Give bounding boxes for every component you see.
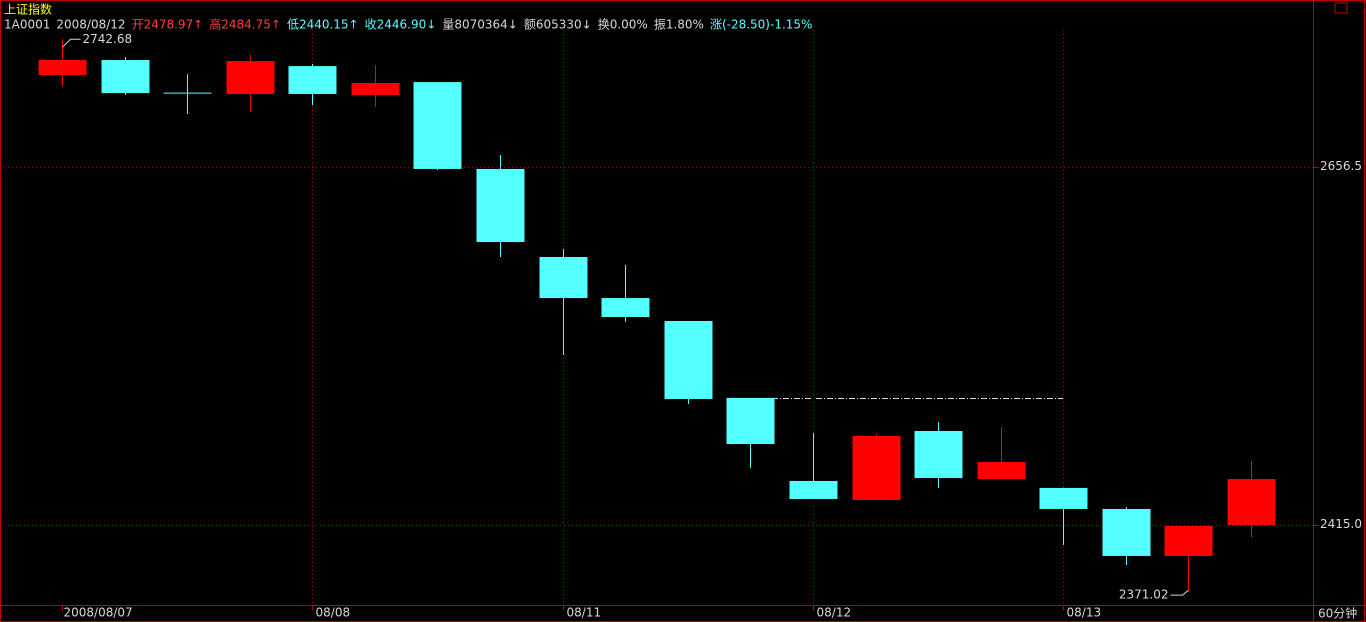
candle-body xyxy=(351,82,400,96)
candle-body xyxy=(726,397,775,445)
candle-body xyxy=(1227,479,1276,525)
candle-body xyxy=(852,436,901,500)
header-item: 额605330↓ xyxy=(524,18,592,32)
candle-body xyxy=(601,298,650,318)
candle-body xyxy=(413,82,462,169)
header-item: 收2446.90↓ xyxy=(365,18,437,32)
x-tick-label: 2008/08/07 xyxy=(64,606,133,620)
header-item: 振1.80% xyxy=(654,18,704,32)
header-item: 2008/08/12 xyxy=(56,18,125,32)
period-label: 60分钟 xyxy=(1318,606,1357,621)
header-item: 换0.00% xyxy=(598,18,648,32)
header-item: 量8070364↓ xyxy=(442,18,518,32)
header-item: 开2478.97↑ xyxy=(132,18,204,32)
candle-body xyxy=(38,60,87,75)
candle-body xyxy=(226,61,275,94)
header-item: 涨(-28.50)-1.15% xyxy=(710,17,813,32)
candle-body xyxy=(664,321,713,399)
candle-body xyxy=(789,480,838,500)
y-tick-label: 2656.5 xyxy=(1320,159,1362,173)
low-label: 2371.02 xyxy=(1119,588,1169,602)
x-tick-label: 08/08 xyxy=(316,606,351,620)
header-item: 低2440.15↑ xyxy=(287,18,359,32)
x-tick-label: 08/11 xyxy=(567,606,602,620)
y-tick-label: 2415.0 xyxy=(1320,517,1362,531)
x-tick-label: 08/13 xyxy=(1067,606,1102,620)
candle-body xyxy=(914,430,963,478)
candle-body xyxy=(977,461,1026,480)
candle-body xyxy=(101,60,150,94)
high-leader xyxy=(62,38,81,48)
chart-title: 上证指数 xyxy=(4,2,52,17)
header-item: 高2484.75↑ xyxy=(209,17,281,32)
x-tick-label: 08/12 xyxy=(817,606,852,620)
candle-body xyxy=(476,168,525,243)
candle-body xyxy=(539,256,588,299)
window-button[interactable] xyxy=(1334,2,1348,14)
candle-body xyxy=(1164,526,1213,556)
header-item: 1A0001 xyxy=(4,18,50,32)
candle-body xyxy=(288,66,337,94)
candle-body xyxy=(1102,508,1151,556)
candle-body xyxy=(1039,487,1088,509)
high-label: 2742.68 xyxy=(83,32,133,46)
low-leader xyxy=(1170,589,1189,596)
